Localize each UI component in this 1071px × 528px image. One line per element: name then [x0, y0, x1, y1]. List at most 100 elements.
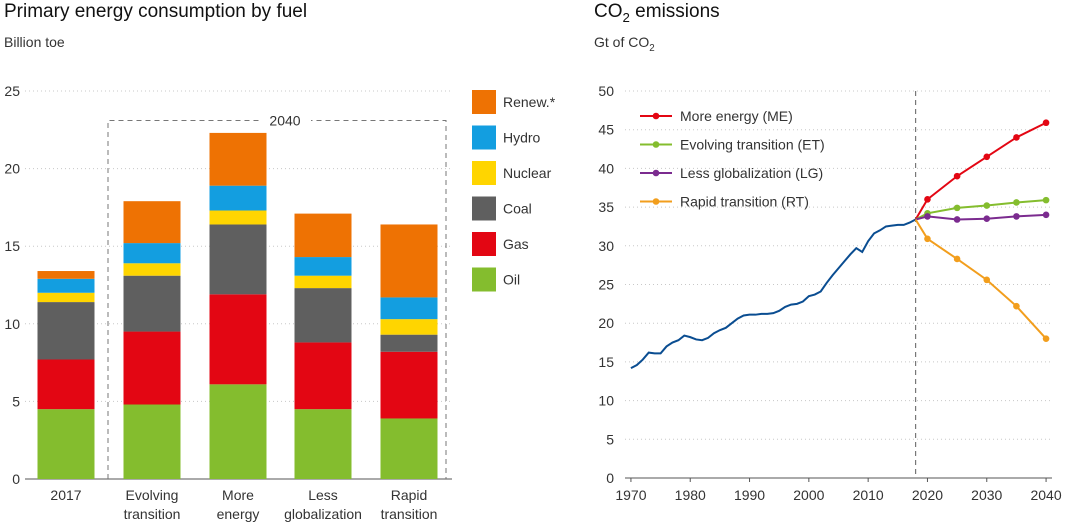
bar-segment-coal [380, 334, 438, 352]
bar-segment-nuclear [294, 275, 352, 289]
y-tick-label: 50 [598, 83, 614, 99]
x-category-label: Evolving [126, 487, 179, 503]
y-tick-label: 5 [12, 393, 20, 409]
energy-chart: 0 5 10 15 20 25 2040 2017 Evolving transition More… [4, 83, 556, 522]
bar-segment-nuclear [209, 210, 267, 225]
bar-segment-oil [37, 409, 95, 479]
bar-segment-gas [37, 359, 95, 410]
bar-segment-hydro [123, 243, 181, 264]
y-tick-label: 35 [598, 199, 614, 215]
bar-segment-coal [209, 224, 267, 295]
data-point-lg [953, 216, 961, 223]
bar-segment-renew [37, 271, 95, 279]
data-point-me [983, 153, 991, 161]
x-tick-label: 1980 [675, 487, 706, 503]
bar-segment-nuclear [380, 319, 438, 335]
legend-swatch [472, 125, 496, 150]
y-tick-label: 0 [12, 471, 20, 487]
data-point-me [1042, 119, 1050, 127]
y-tick-label: 0 [606, 470, 614, 486]
x-tick-label: 1970 [615, 487, 646, 503]
data-point-rt [953, 255, 961, 263]
data-point-me [953, 172, 961, 180]
x-tick-label: 1990 [734, 487, 765, 503]
bar-segment-renew [209, 132, 267, 186]
group-label-2040: 2040 [269, 112, 300, 128]
x-tick-label: 2010 [853, 487, 884, 503]
x-tick-label: 2040 [1030, 487, 1061, 503]
bar-segment-gas [294, 342, 352, 410]
y-tick-label: 5 [606, 431, 614, 447]
legend-label: Renew.* [503, 94, 556, 110]
bar-segment-renew [294, 213, 352, 258]
legend-label: Oil [503, 272, 520, 288]
bar-segment-oil [209, 384, 267, 479]
legend-marker [652, 169, 660, 177]
data-point-rt [1013, 302, 1020, 310]
series-line-rt [914, 218, 1047, 340]
data-point-rt [983, 276, 991, 284]
bar-segment-hydro [380, 297, 438, 320]
history-line [630, 218, 917, 369]
bar-segment-gas [123, 331, 181, 405]
bar-segment-coal [123, 275, 181, 332]
energy-chart-unit: Billion toe [4, 34, 65, 50]
data-point-lg [1013, 213, 1020, 220]
legend-swatch [472, 90, 496, 114]
y-tick-label: 15 [4, 238, 20, 254]
x-category-label: energy [217, 506, 260, 522]
y-tick-label: 20 [4, 161, 20, 177]
legend-marker [652, 198, 660, 205]
x-category-label: transition [124, 506, 181, 522]
y-tick-label: 10 [4, 316, 20, 332]
bar-segment-oil [123, 404, 181, 479]
y-tick-label: 40 [598, 160, 614, 176]
data-point-et [1042, 196, 1050, 204]
x-tick-label: 2030 [971, 487, 1002, 503]
y-tick-label: 25 [598, 277, 614, 293]
bar-segment-gas [380, 351, 438, 419]
legend-swatch [472, 161, 496, 185]
bar-segment-renew [380, 224, 438, 298]
data-point-et [953, 204, 961, 212]
data-point-me [1013, 134, 1020, 141]
series-line-lg [915, 213, 1047, 221]
y-tick-label: 15 [598, 354, 614, 370]
legend-label: Nuclear [503, 165, 552, 181]
x-category-label: Rapid [391, 487, 428, 503]
data-point-lg [1042, 211, 1050, 219]
y-tick-label: 20 [598, 315, 614, 331]
legend-label: Coal [503, 201, 532, 217]
bar-segment-coal [37, 302, 95, 360]
data-point-et [983, 202, 991, 209]
legend-label: Hydro [503, 130, 541, 146]
legend-label: Gas [503, 236, 529, 252]
x-category-label: Less [308, 487, 338, 503]
legend-label: Rapid transition (RT) [680, 194, 809, 210]
co2-chart-unit: Gt of CO2 [594, 34, 655, 54]
bar-segment-oil [380, 418, 438, 479]
legend-swatch [472, 196, 496, 221]
legend-label: Less globalization (LG) [680, 165, 823, 181]
legend-swatch [472, 232, 496, 256]
bar-segment-hydro [37, 278, 95, 293]
x-tick-label: 2020 [912, 487, 943, 503]
legend-marker [652, 112, 660, 120]
data-point-rt [1042, 335, 1050, 342]
group-label-bg [259, 111, 311, 130]
x-category-label: transition [381, 506, 438, 522]
x-category-label: More [222, 487, 254, 503]
x-category-label: 2017 [50, 487, 81, 503]
bar-segment-gas [209, 294, 267, 385]
energy-chart-title: Primary energy consumption by fuel [4, 1, 308, 22]
y-tick-label: 10 [598, 393, 614, 409]
legend-label: Evolving transition (ET) [680, 137, 825, 153]
data-point-lg [983, 215, 991, 223]
data-point-lg [924, 213, 931, 220]
legend-label: More energy (ME) [680, 108, 793, 124]
group-box-2040 [107, 119, 447, 479]
bar-segment-nuclear [37, 292, 95, 303]
x-tick-label: 2000 [793, 487, 824, 503]
legend-swatch [472, 267, 496, 292]
bar-segment-renew [123, 201, 181, 244]
